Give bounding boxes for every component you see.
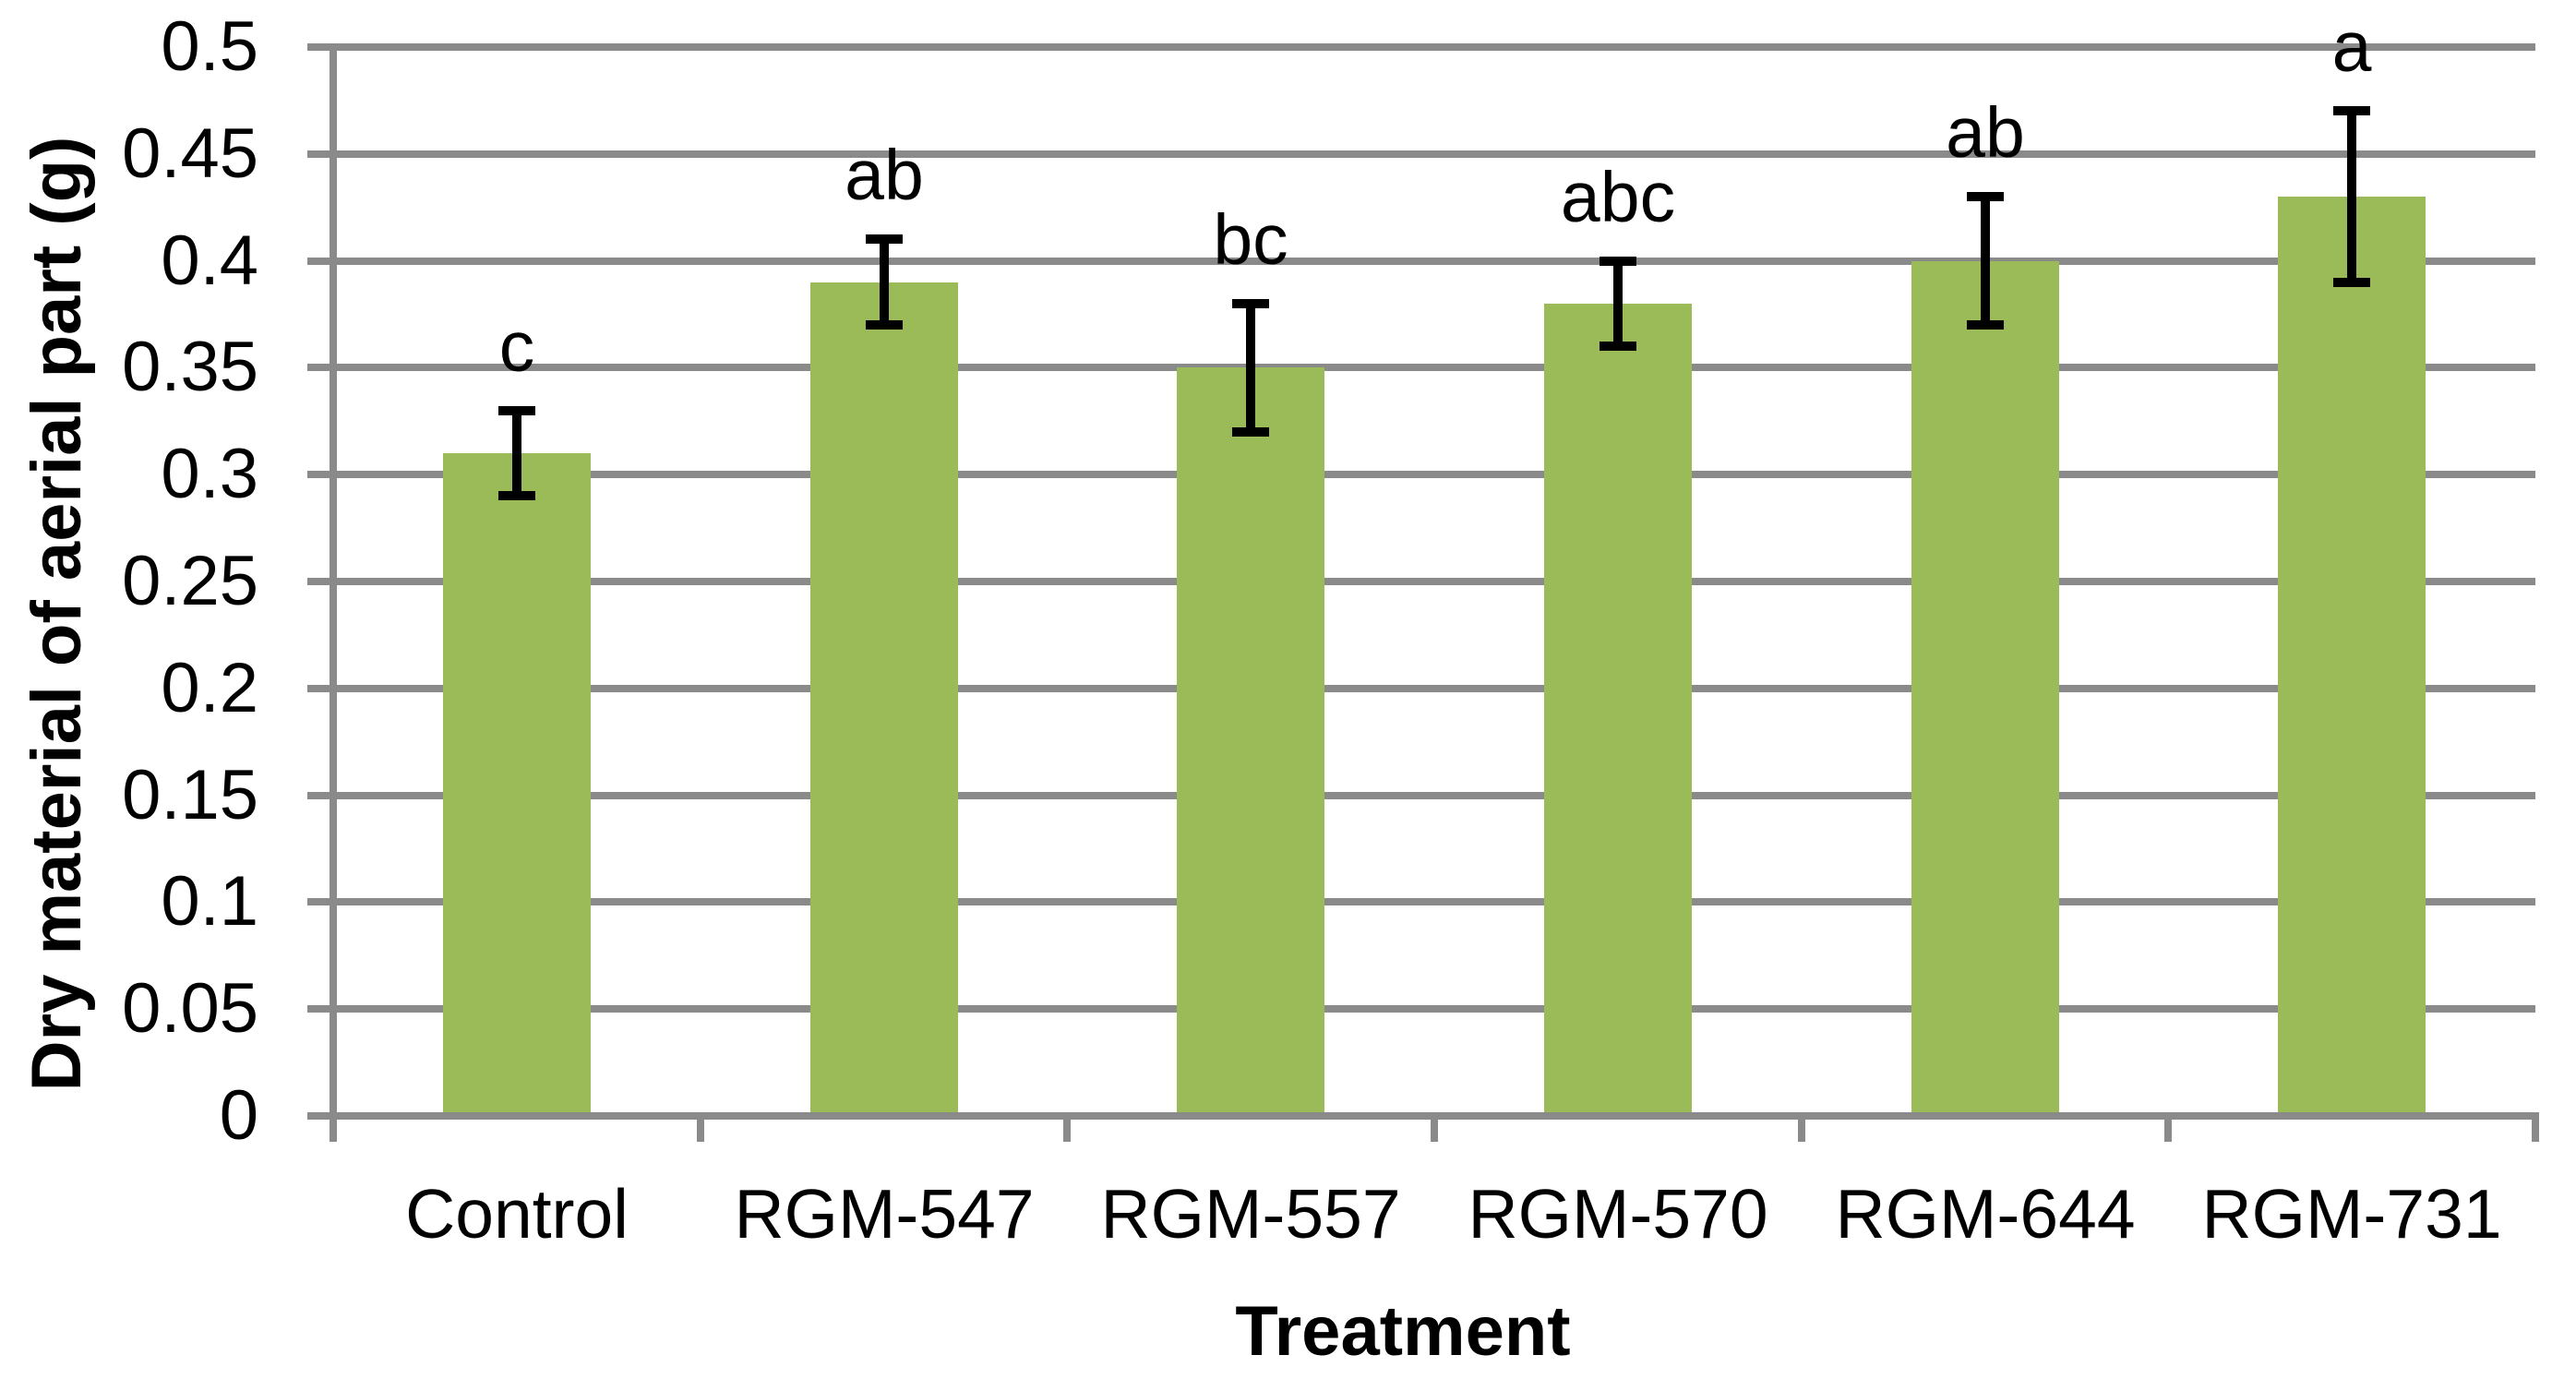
- x-axis-tick: [2532, 1112, 2539, 1142]
- error-bar-cap-bottom: [866, 320, 903, 330]
- y-tick-label: 0.05: [122, 969, 258, 1048]
- bar-rgm-570: [1544, 304, 1692, 1112]
- y-tick-label: 0.45: [122, 114, 258, 193]
- significance-letter: a: [2331, 7, 2372, 87]
- error-bar-cap-top: [1600, 257, 1636, 266]
- gridline: [307, 150, 2535, 158]
- y-tick-label: 0.2: [161, 649, 258, 727]
- gridline: [307, 792, 2535, 799]
- y-tick-label: 0: [219, 1076, 258, 1155]
- significance-letter: c: [498, 307, 535, 387]
- y-tick-label: 0.1: [161, 862, 258, 941]
- error-bar-line: [1246, 304, 1255, 432]
- gridline: [307, 898, 2535, 905]
- gridline: [307, 471, 2535, 478]
- y-tick-label: 0.35: [122, 328, 258, 406]
- error-bar-cap-bottom: [1600, 342, 1636, 351]
- significance-letter: bc: [1213, 200, 1288, 280]
- error-bar-cap-bottom: [2333, 278, 2370, 287]
- x-axis-title: Treatment: [1235, 1292, 1571, 1371]
- x-axis-line: [307, 1112, 2535, 1120]
- y-tick-label: 0.25: [122, 542, 258, 620]
- gridline: [307, 578, 2535, 585]
- bar-rgm-547: [810, 282, 958, 1112]
- error-bar-line: [2347, 111, 2356, 282]
- error-bar-cap-bottom: [498, 491, 535, 500]
- gridline: [307, 685, 2535, 692]
- y-axis-line: [329, 43, 337, 1140]
- x-axis-tick: [1431, 1112, 1438, 1142]
- y-tick-label: 0.3: [161, 435, 258, 513]
- error-bar-line: [1613, 261, 1623, 346]
- error-bar-cap-top: [498, 406, 535, 415]
- x-axis-tick: [697, 1112, 704, 1142]
- x-tick-label: RGM-570: [1468, 1175, 1768, 1253]
- significance-letter: ab: [1946, 93, 2025, 173]
- x-axis-tick: [1063, 1112, 1071, 1142]
- bar-rgm-557: [1177, 367, 1324, 1112]
- x-axis-tick: [329, 1112, 337, 1142]
- error-bar-cap-bottom: [1232, 427, 1269, 437]
- x-tick-label: RGM-731: [2201, 1175, 2502, 1253]
- gridline: [307, 43, 2535, 51]
- x-tick-label: Control: [405, 1175, 629, 1253]
- x-tick-label: RGM-644: [1835, 1175, 2136, 1253]
- error-bar-line: [512, 411, 521, 496]
- significance-letter: abc: [1560, 158, 1676, 237]
- y-tick-label: 0.15: [122, 756, 258, 834]
- x-axis-tick: [1798, 1112, 1805, 1142]
- error-bar-cap-top: [1967, 192, 2004, 201]
- error-bar-cap-top: [2333, 106, 2370, 115]
- error-bar-cap-bottom: [1967, 320, 2004, 330]
- gridline: [307, 1005, 2535, 1013]
- bar-rgm-731: [2278, 197, 2426, 1112]
- bar-rgm-644: [1911, 261, 2059, 1112]
- error-bar-line: [880, 239, 889, 325]
- error-bar-cap-top: [866, 234, 903, 244]
- error-bar-line: [1981, 197, 1990, 325]
- error-bar-cap-top: [1232, 299, 1269, 308]
- significance-letter: ab: [845, 136, 924, 215]
- y-tick-label: 0.4: [161, 222, 258, 300]
- gridline: [307, 364, 2535, 371]
- x-axis-tick: [2164, 1112, 2172, 1142]
- bar-control: [443, 453, 591, 1112]
- x-tick-label: RGM-547: [734, 1175, 1035, 1253]
- gridline: [307, 258, 2535, 265]
- x-tick-label: RGM-557: [1100, 1175, 1401, 1253]
- y-tick-label: 0.5: [161, 7, 258, 86]
